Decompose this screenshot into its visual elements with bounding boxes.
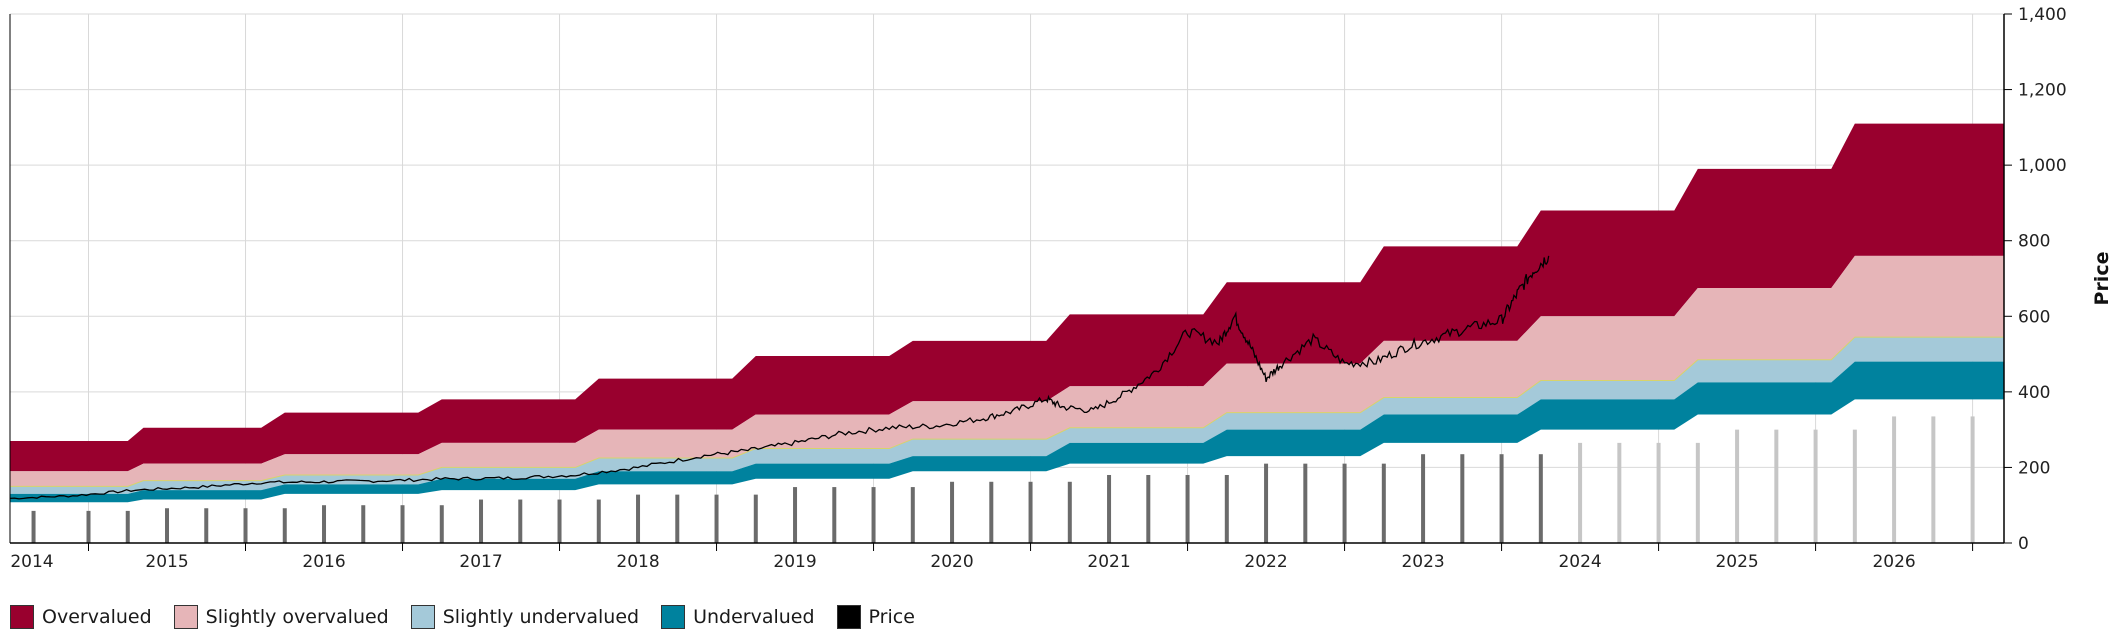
earnings-bar <box>282 508 287 543</box>
legend-swatch-price <box>836 605 861 629</box>
price-line <box>9 255 1550 500</box>
earnings-bar <box>950 481 955 543</box>
earnings-bar <box>596 499 601 543</box>
earnings-bar <box>1499 454 1504 543</box>
earnings-bar <box>675 494 680 543</box>
x-tick-label: 2017 <box>459 552 502 572</box>
earnings-bar <box>125 510 130 543</box>
y-tick-label: 1,000 <box>2018 156 2067 176</box>
earnings-bar <box>1892 416 1897 543</box>
legend-item-slightly-undervalued[interactable]: Slightly undervalued <box>410 605 640 629</box>
x-tick-label: 2016 <box>302 552 345 572</box>
earnings-bar <box>557 499 562 543</box>
earnings-bar <box>1264 463 1269 543</box>
earnings-bar <box>753 494 758 543</box>
x-tick-label: 2018 <box>616 552 659 572</box>
earnings-bar <box>1107 474 1112 543</box>
earnings-bar <box>165 508 170 543</box>
x-tick-label: 2026 <box>1872 552 1915 572</box>
band-overvalued <box>10 123 2004 472</box>
earnings-bar <box>439 505 444 543</box>
earnings-bar <box>1970 416 1975 543</box>
legend-item-price[interactable]: Price <box>836 605 915 629</box>
earnings-bar <box>636 494 641 543</box>
earnings-bar <box>322 505 327 543</box>
earnings-bar <box>793 487 798 543</box>
legend-item-undervalued[interactable]: Undervalued <box>661 605 815 629</box>
chart-canvas: 0 200 400 600 800 1,000 1,200 1,400 2014 2015 2016… <box>9 5 2113 572</box>
x-tick-label: 2019 <box>773 552 816 572</box>
x-tick-label: 2024 <box>1558 552 1601 572</box>
y-tick-label: 1,400 <box>2018 5 2067 25</box>
legend-label-slightly-overvalued: Slightly overvalued <box>205 606 389 628</box>
earnings-bar <box>832 487 837 543</box>
earnings-bar <box>86 510 91 543</box>
y-tick-label: 0 <box>2018 534 2029 554</box>
y-tick-label: 800 <box>2018 232 2050 252</box>
earnings-bar <box>871 487 876 543</box>
x-tick-label: 2022 <box>1244 552 1287 572</box>
x-tick-label: 2021 <box>1087 552 1130 572</box>
earnings-bar <box>1774 429 1779 543</box>
y-tick-label: 400 <box>2018 383 2050 403</box>
legend-swatch-slightly-undervalued <box>410 605 435 629</box>
earnings-bar <box>714 494 719 543</box>
x-tick-label: 2015 <box>145 552 188 572</box>
y-tick-label: 1,200 <box>2018 81 2067 101</box>
band-slightly-overvalued <box>10 255 2004 487</box>
legend-item-overvalued[interactable]: Overvalued <box>10 605 152 629</box>
earnings-bar <box>1028 481 1033 543</box>
y-axis-title: Price <box>2091 252 2113 306</box>
x-tick-label: 2020 <box>930 552 973 572</box>
earnings-bar <box>989 481 994 543</box>
x-tick-label: 2014 <box>10 552 53 572</box>
legend-item-slightly-overvalued[interactable]: Slightly overvalued <box>173 605 389 629</box>
earnings-bar <box>1852 429 1857 543</box>
x-tick-label: 2025 <box>1715 552 1758 572</box>
earnings-bar <box>1224 474 1229 543</box>
earnings-bar <box>1538 454 1543 543</box>
legend-label-slightly-undervalued: Slightly undervalued <box>442 606 640 628</box>
earnings-bar <box>1303 463 1308 543</box>
earnings-bar <box>31 510 36 543</box>
earnings-bar <box>1931 416 1936 543</box>
earnings-bar <box>1656 442 1661 543</box>
earnings-bar <box>1067 481 1072 543</box>
earnings-bar <box>204 508 209 543</box>
legend-swatch-overvalued <box>10 605 34 629</box>
legend-swatch-undervalued <box>661 605 686 629</box>
chart-legend: Overvalued Slightly overvalued Slightly … <box>10 604 937 630</box>
earnings-bar <box>518 499 523 543</box>
earnings-bar <box>1185 474 1190 543</box>
earnings-bar <box>243 508 248 543</box>
earnings-bar <box>1695 442 1700 543</box>
earnings-bar <box>1381 463 1386 543</box>
band-separator-line <box>10 336 2004 487</box>
earnings-bar <box>1735 429 1740 543</box>
earnings-bar <box>1342 463 1347 543</box>
earnings-bar <box>910 487 915 543</box>
earnings-bar <box>1421 454 1426 543</box>
y-tick-label: 600 <box>2018 307 2050 327</box>
earnings-bar <box>1460 454 1465 543</box>
earnings-bar <box>361 505 366 543</box>
y-tick-label: 200 <box>2018 458 2050 478</box>
earnings-bar <box>1813 429 1818 543</box>
earnings-bar <box>479 499 484 543</box>
earnings-bar <box>1617 442 1622 543</box>
earnings-bar <box>1146 474 1151 543</box>
earnings-bar <box>400 505 405 543</box>
legend-label-overvalued: Overvalued <box>42 606 152 628</box>
earnings-bar <box>1578 442 1583 543</box>
legend-label-price: Price <box>868 606 915 628</box>
legend-label-undervalued: Undervalued <box>693 606 815 628</box>
legend-swatch-slightly-overvalued <box>173 605 198 629</box>
x-tick-label: 2023 <box>1401 552 1444 572</box>
